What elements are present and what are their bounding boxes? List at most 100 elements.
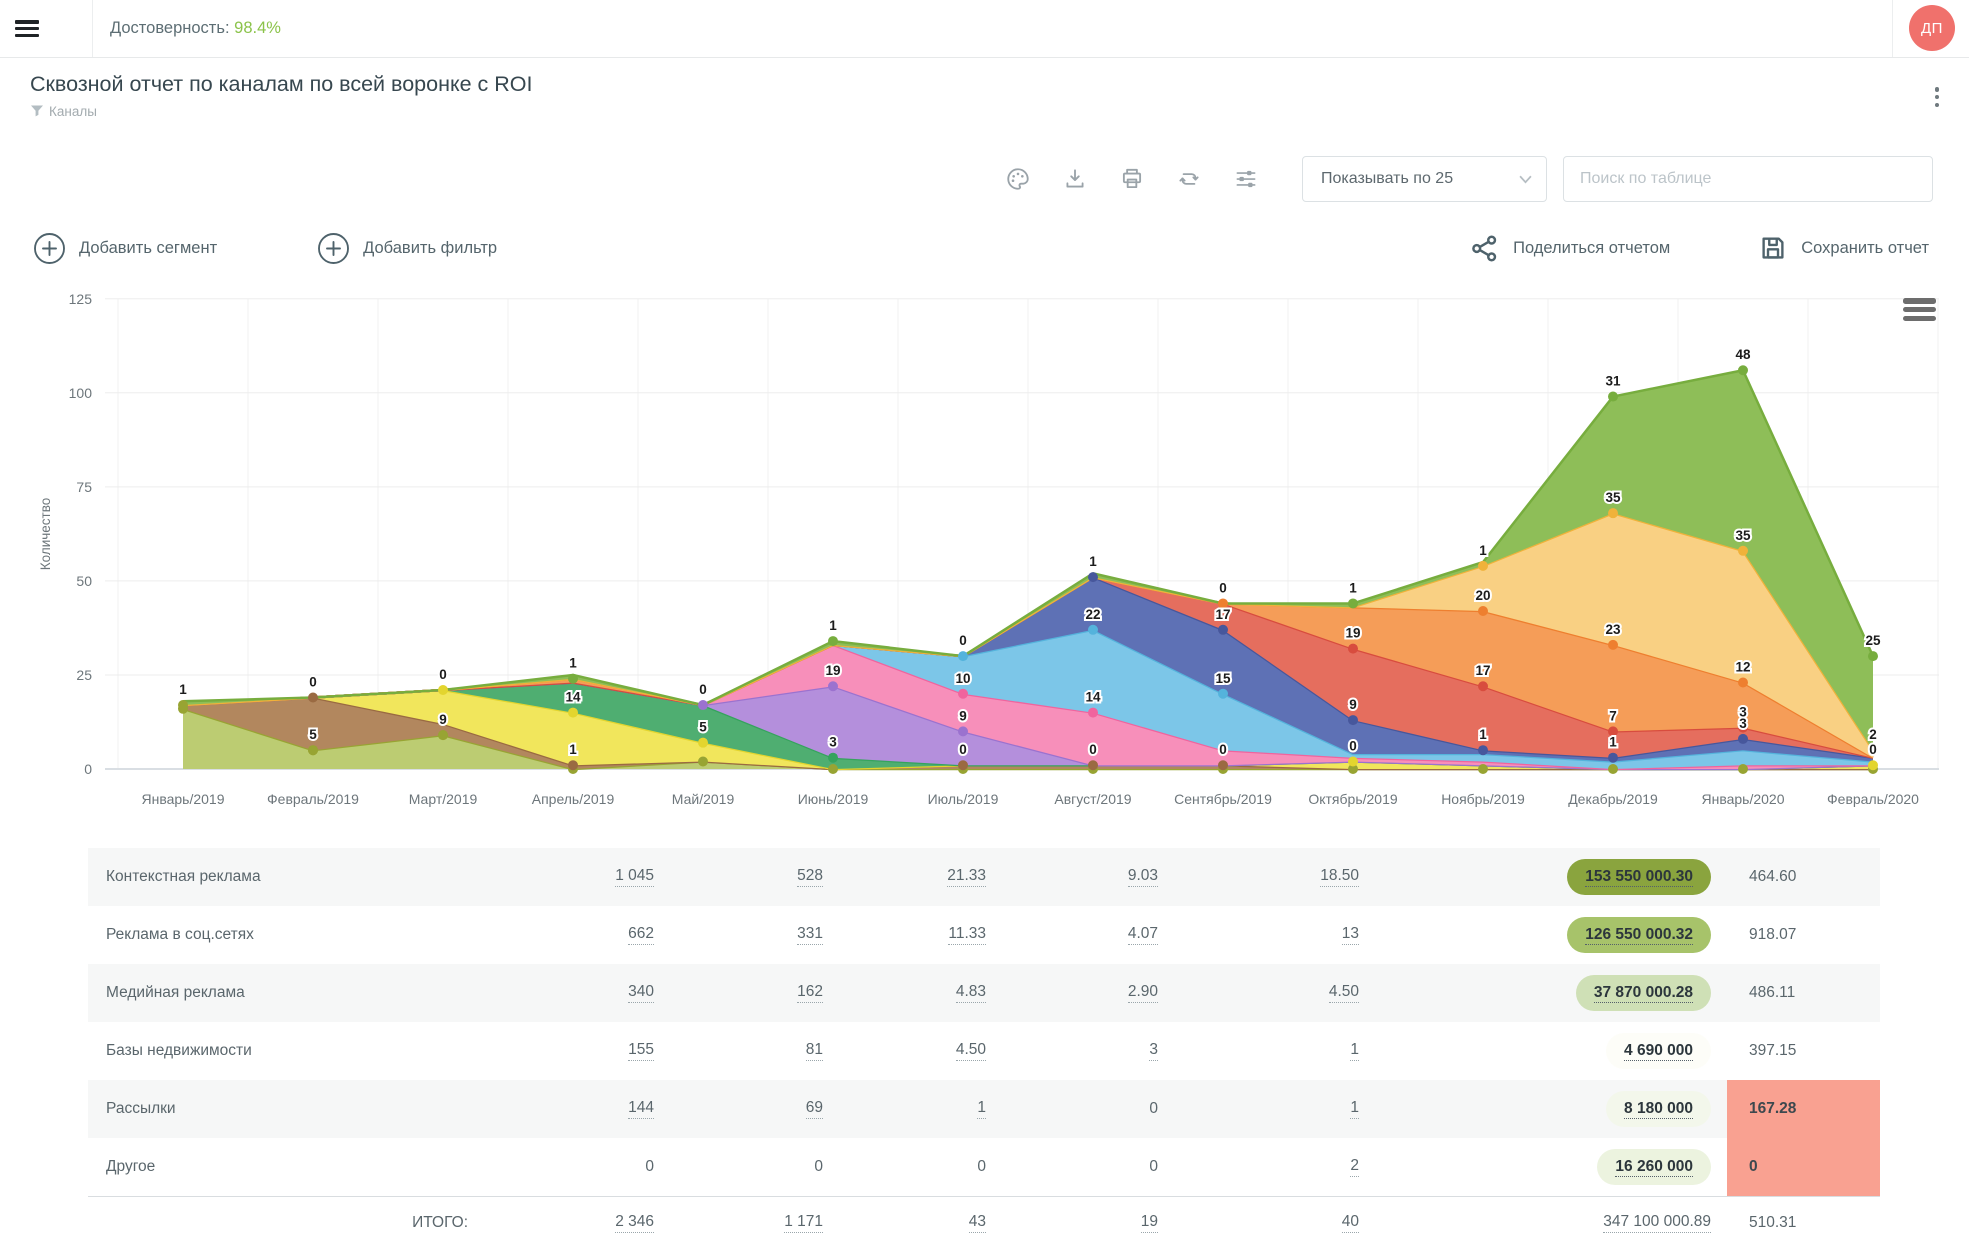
data-point[interactable] (1738, 733, 1748, 744)
cell-link[interactable]: 3 (1149, 1041, 1158, 1061)
data-point[interactable] (1348, 598, 1358, 609)
cell-link[interactable]: 69 (805, 1099, 823, 1119)
print-icon[interactable] (1119, 166, 1145, 192)
data-point[interactable] (1738, 545, 1748, 556)
data-point[interactable] (1608, 639, 1618, 650)
data-point[interactable] (1868, 760, 1878, 771)
data-point[interactable] (1348, 715, 1358, 726)
page-size-select[interactable]: Показывать по 25 (1302, 156, 1547, 202)
add-filter-button[interactable]: Добавить фильтр (317, 232, 497, 265)
cell-link[interactable]: 340 (628, 983, 654, 1003)
avatar[interactable]: ДП (1909, 5, 1955, 51)
refresh-icon[interactable] (1176, 166, 1202, 192)
download-icon[interactable] (1062, 166, 1088, 192)
cell-link[interactable]: 13 (1341, 925, 1359, 945)
cell-link[interactable]: 126 550 000.32 (1585, 926, 1693, 945)
cell-link[interactable]: 4.83 (955, 983, 986, 1003)
cell-link[interactable]: 528 (797, 867, 823, 887)
palette-icon[interactable] (1005, 166, 1031, 192)
data-point[interactable] (1608, 764, 1618, 774)
budget-pill[interactable]: 8 180 000 (1606, 1091, 1711, 1127)
data-point[interactable] (1348, 764, 1358, 774)
data-point[interactable] (1738, 677, 1748, 688)
data-point[interactable] (438, 730, 448, 741)
data-point[interactable] (698, 700, 708, 711)
budget-pill[interactable]: 126 550 000.32 (1567, 917, 1711, 953)
cell-link[interactable]: 11.33 (948, 925, 986, 945)
cell-link[interactable]: 347 100 000.89 (1603, 1213, 1711, 1233)
data-point[interactable] (1348, 756, 1358, 767)
data-point[interactable] (698, 737, 708, 748)
cell-link[interactable]: 331 (797, 925, 823, 945)
data-point[interactable] (568, 760, 578, 771)
cell-link[interactable]: 21.33 (947, 867, 986, 887)
data-point[interactable] (178, 700, 188, 711)
cell-link[interactable]: 2.90 (1127, 983, 1158, 1003)
data-point[interactable] (828, 752, 838, 763)
budget-pill[interactable]: 37 870 000.28 (1575, 975, 1711, 1011)
data-point[interactable] (1088, 707, 1098, 718)
data-point[interactable] (1088, 572, 1098, 583)
cell-link[interactable]: 18.50 (1320, 867, 1359, 887)
cell-link[interactable]: 8 180 000 (1624, 1100, 1693, 1119)
kebab-menu-icon[interactable] (1928, 84, 1946, 114)
data-point[interactable] (958, 688, 968, 699)
cell-link[interactable]: 1 045 (615, 867, 654, 887)
cell-link[interactable]: 2 (1350, 1157, 1359, 1177)
cell-link[interactable]: 4.07 (1127, 925, 1158, 945)
data-point[interactable] (1088, 760, 1098, 771)
data-point[interactable] (1868, 745, 1878, 756)
data-point[interactable] (308, 745, 318, 756)
cell-link[interactable]: 2 346 (615, 1213, 654, 1233)
search-input[interactable] (1563, 156, 1933, 202)
cell-link[interactable]: 144 (628, 1099, 654, 1119)
share-report-button[interactable]: Поделиться отчетом (1469, 233, 1670, 264)
data-point[interactable] (1218, 598, 1228, 609)
hamburger-icon[interactable] (15, 17, 41, 39)
cell-link[interactable]: 4.50 (955, 1041, 986, 1061)
data-point[interactable] (1608, 508, 1618, 519)
data-point[interactable] (828, 681, 838, 692)
data-point[interactable] (568, 673, 578, 684)
data-point[interactable] (958, 651, 968, 662)
data-point[interactable] (958, 726, 968, 737)
data-point[interactable] (1478, 764, 1488, 774)
cell-link[interactable]: 4.50 (1328, 983, 1359, 1003)
cell-link[interactable]: 1 (977, 1099, 986, 1119)
cell-link[interactable]: 19 (1140, 1213, 1158, 1233)
chart-menu-icon[interactable] (1899, 298, 1939, 328)
flow-settings-icon[interactable] (1233, 166, 1259, 192)
cell-link[interactable]: 9.03 (1127, 867, 1158, 887)
cell-link[interactable]: 40 (1341, 1213, 1359, 1233)
cell-link[interactable]: 1 171 (784, 1213, 823, 1233)
budget-pill[interactable]: 4 690 000 (1606, 1033, 1711, 1069)
budget-pill[interactable]: 16 260 000 (1597, 1149, 1711, 1185)
cell-link[interactable]: 153 550 000.30 (1585, 868, 1693, 887)
cell-link[interactable]: 1 (1350, 1099, 1359, 1119)
cell-link[interactable]: 37 870 000.28 (1593, 984, 1693, 1003)
data-point[interactable] (1868, 651, 1878, 662)
data-point[interactable] (698, 756, 708, 767)
data-point[interactable] (1218, 760, 1228, 771)
cell-link[interactable]: 4 690 000 (1624, 1042, 1693, 1061)
data-point[interactable] (1218, 624, 1228, 635)
data-point[interactable] (1218, 688, 1228, 699)
data-point[interactable] (568, 707, 578, 718)
data-point[interactable] (1088, 624, 1098, 635)
data-point[interactable] (308, 692, 318, 703)
cell-link[interactable]: 43 (968, 1213, 986, 1233)
cell-link[interactable]: 662 (628, 925, 654, 945)
data-point[interactable] (1738, 764, 1748, 774)
save-report-button[interactable]: Сохранить отчет (1758, 233, 1929, 263)
data-point[interactable] (438, 684, 448, 695)
cell-link[interactable]: 1 (1350, 1041, 1359, 1061)
cell-link[interactable]: 162 (797, 983, 823, 1003)
data-point[interactable] (828, 636, 838, 647)
add-segment-button[interactable]: Добавить сегмент (33, 232, 217, 265)
data-point[interactable] (1478, 681, 1488, 692)
data-point[interactable] (1608, 391, 1618, 402)
budget-pill[interactable]: 153 550 000.30 (1567, 859, 1711, 895)
cell-link[interactable]: 81 (805, 1041, 823, 1061)
data-point[interactable] (958, 760, 968, 771)
cell-link[interactable]: 155 (628, 1041, 654, 1061)
